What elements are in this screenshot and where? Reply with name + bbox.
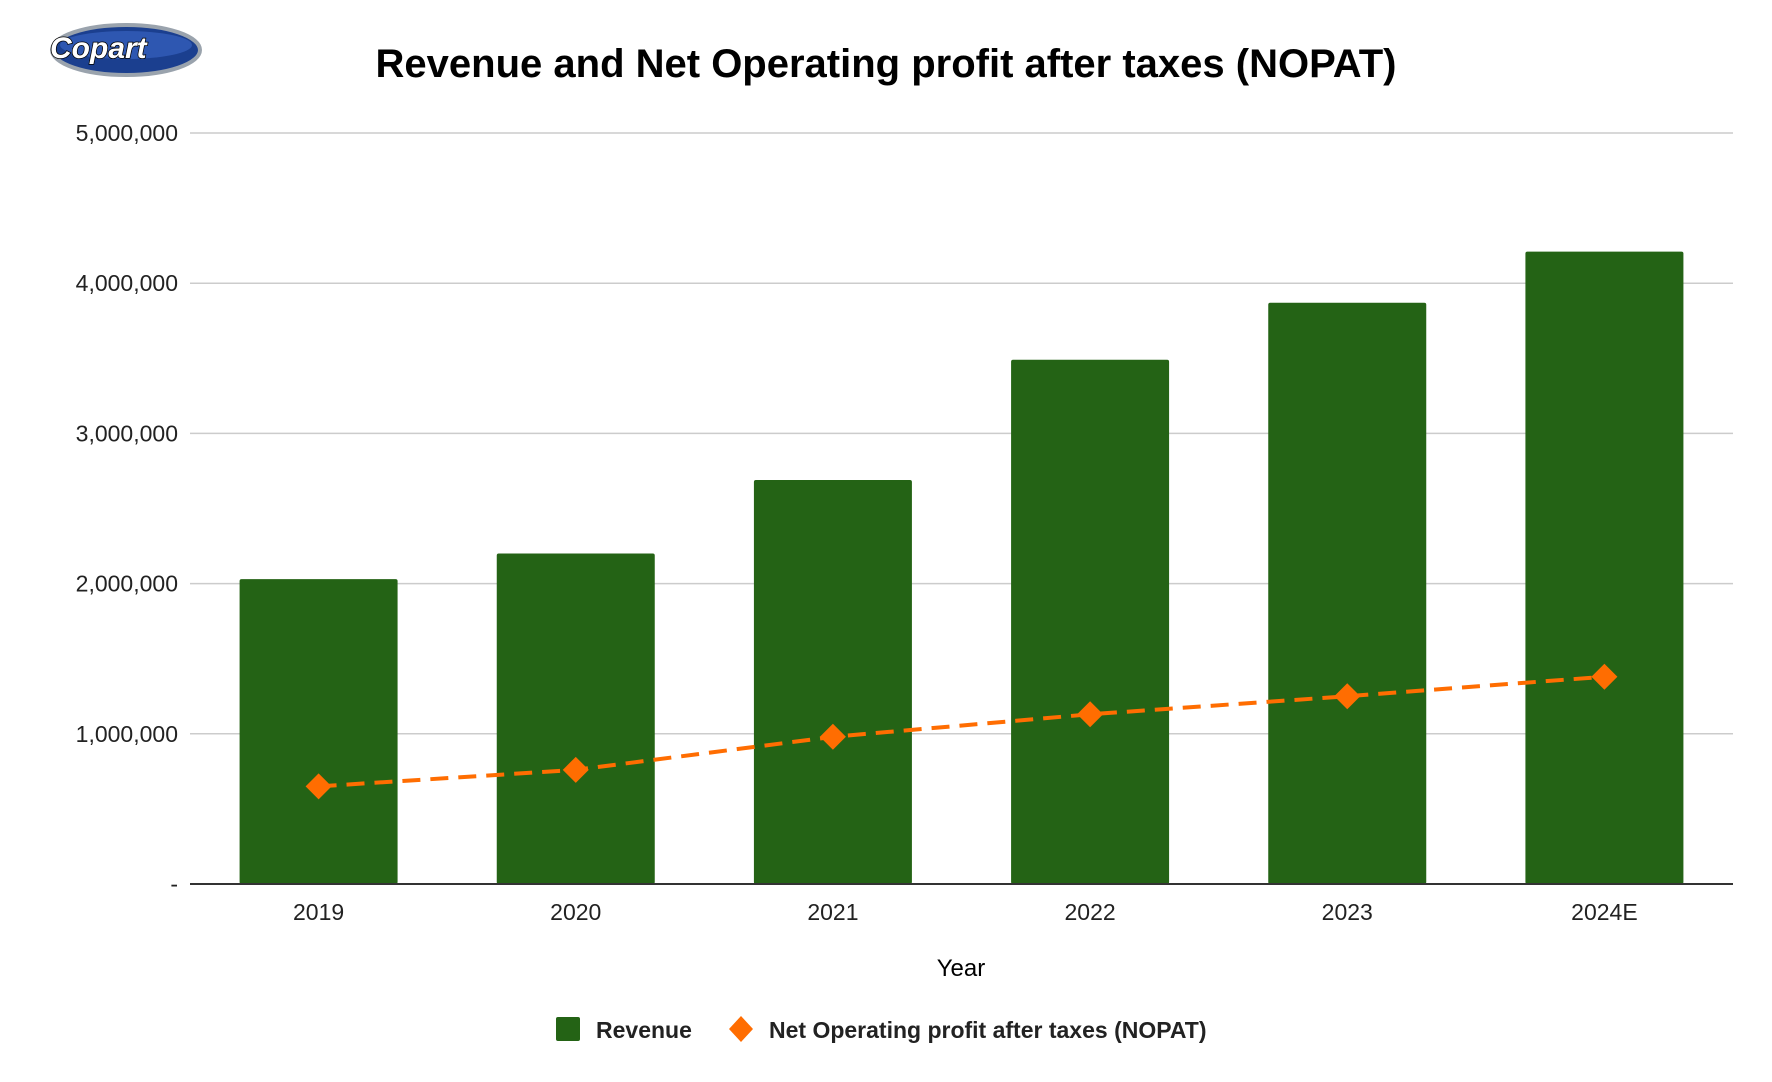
revenue-bar bbox=[1268, 302, 1427, 884]
revenue-bar bbox=[239, 579, 398, 884]
revenue-bars bbox=[239, 251, 1684, 884]
nopat-point bbox=[305, 773, 332, 800]
x-tick-label: 2023 bbox=[1322, 899, 1373, 925]
y-tick-label: 4,000,000 bbox=[76, 270, 178, 296]
x-tick-label: 2020 bbox=[550, 899, 601, 925]
x-axis-tick-labels: 2019 2020 2021 2022 2023 2024E bbox=[293, 899, 1638, 925]
revenue-bar bbox=[1525, 251, 1684, 884]
nopat-point bbox=[1077, 701, 1104, 728]
logo-text: Copart bbox=[50, 32, 149, 65]
nopat-point bbox=[819, 723, 846, 750]
revenue-bar bbox=[753, 479, 912, 884]
nopat-series-line bbox=[318, 674, 1605, 789]
y-tick-label: 2,000,000 bbox=[76, 571, 178, 597]
y-tick-label: 5,000,000 bbox=[76, 120, 178, 146]
legend-nopat-marker bbox=[729, 1016, 753, 1042]
legend: Revenue Net Operating profit after taxes… bbox=[556, 1016, 1206, 1043]
nopat-point bbox=[1334, 683, 1361, 710]
revenue-bar bbox=[1011, 359, 1170, 884]
y-tick-label: - bbox=[170, 871, 178, 897]
x-axis-title: Year bbox=[937, 955, 986, 982]
legend-revenue-label: Revenue bbox=[596, 1017, 692, 1043]
legend-nopat-label: Net Operating profit after taxes (NOPAT) bbox=[769, 1017, 1206, 1043]
x-tick-label: 2019 bbox=[293, 899, 344, 925]
revenue-bar bbox=[496, 553, 655, 884]
x-tick-label: 2022 bbox=[1064, 899, 1115, 925]
x-tick-label: 2021 bbox=[807, 899, 858, 925]
y-tick-label: 1,000,000 bbox=[76, 721, 178, 747]
copart-logo: Copart bbox=[49, 23, 202, 77]
chart-title: Revenue and Net Operating profit after t… bbox=[376, 42, 1397, 86]
gridlines bbox=[190, 132, 1733, 735]
x-tick-label: 2024E bbox=[1571, 899, 1638, 925]
nopat-point bbox=[562, 756, 589, 783]
y-tick-label: 3,000,000 bbox=[76, 420, 178, 446]
nopat-line bbox=[305, 663, 1618, 800]
legend-revenue-swatch bbox=[556, 1017, 580, 1041]
y-axis-tick-labels: - 1,000,000 2,000,000 3,000,000 4,000,000 5,0… bbox=[76, 120, 178, 897]
nopat-point bbox=[1591, 663, 1618, 690]
